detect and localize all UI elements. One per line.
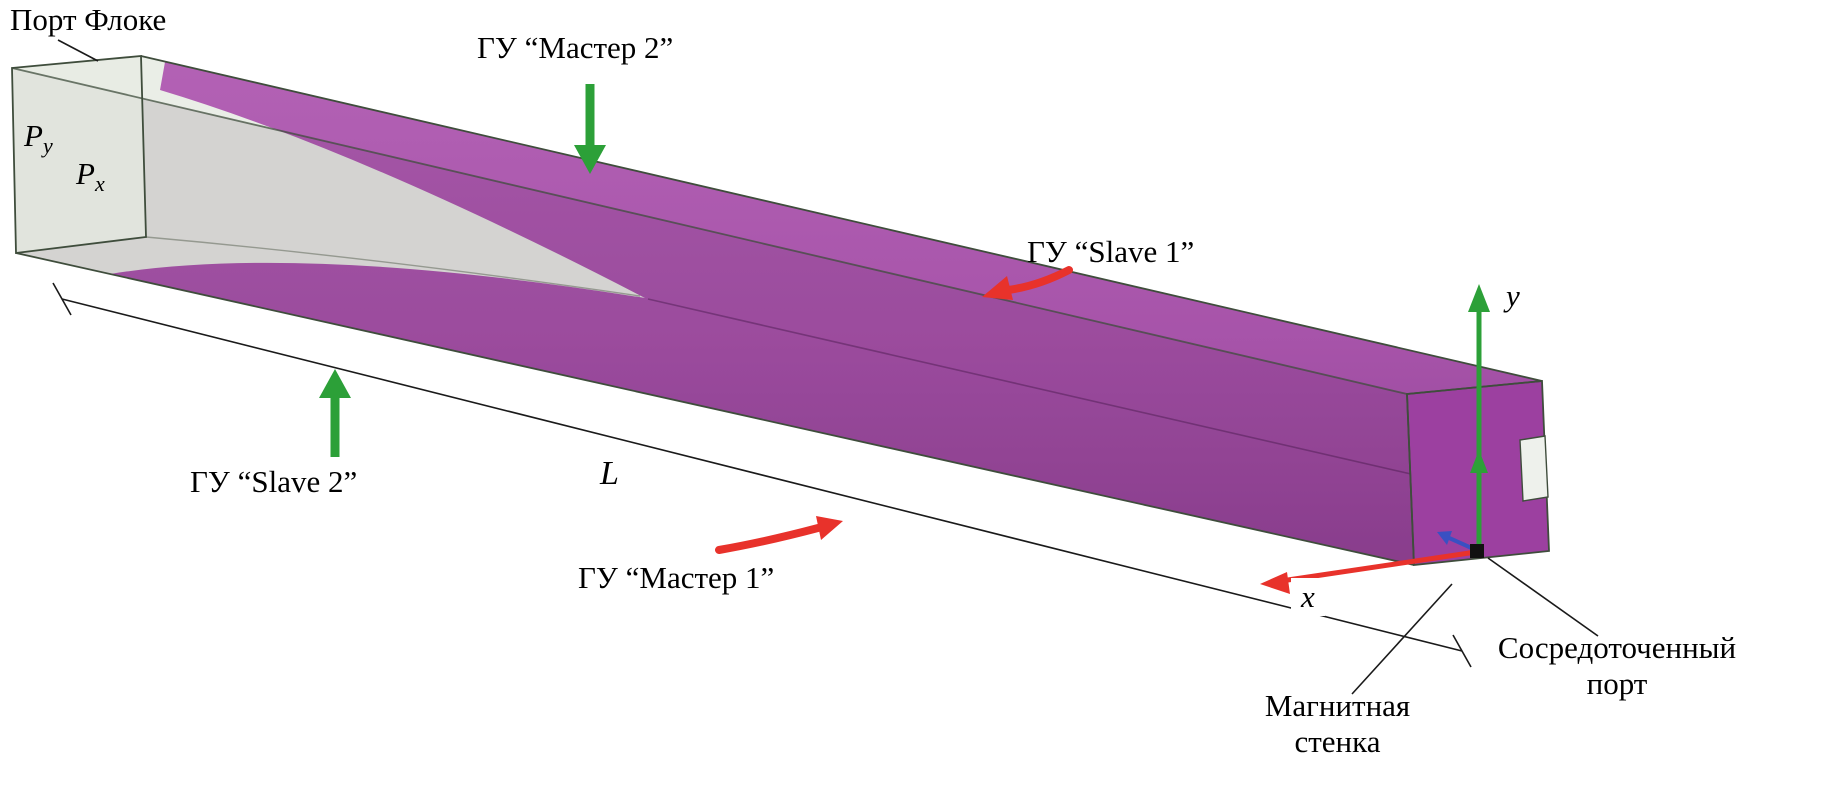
y-axis-arrow [1468, 284, 1490, 548]
antenna-metallization [110, 62, 1549, 565]
label-slave2: ГУ “Slave 2” [190, 464, 358, 499]
x-axis-arrow [1260, 549, 1477, 594]
slave2-bc-arrow-up-icon [319, 369, 351, 457]
box-wireframe-edges [11, 55, 1543, 566]
py-base: P [24, 118, 43, 153]
label-lumped-port: Сосредоточенный порт [1462, 630, 1772, 701]
lumped-port-line2: порт [1586, 665, 1648, 701]
label-master1: ГУ “Мастер 1” [578, 560, 775, 595]
label-magnetic-wall: Магнитная стенка [1230, 688, 1445, 759]
py-sub: y [42, 133, 53, 159]
label-length-L: L [600, 455, 619, 492]
port-notch [1519, 435, 1549, 502]
master2-bc-arrow-down-icon [574, 84, 606, 174]
slave1-bc-arrow-icon [982, 266, 1073, 300]
label-axis-x: x [1291, 578, 1325, 616]
box-left-end-face [11, 55, 147, 255]
label-period-py: Py [24, 118, 53, 157]
px-sub: x [94, 171, 105, 197]
magnetic-wall-line2: стенка [1294, 723, 1381, 759]
px-base: P [76, 156, 95, 191]
flare-seam-line [647, 298, 1412, 475]
lumped-port-origin-point [1470, 544, 1484, 558]
inner-hidden-edge [145, 236, 641, 297]
label-axis-y: y [1506, 278, 1520, 313]
lumped-port-line1: Сосредоточенный [1497, 630, 1737, 665]
front-face-shading [12, 68, 1414, 565]
floquet-port-leader-line [57, 39, 99, 62]
label-floquet-port: Порт Флоке [10, 2, 167, 37]
lumped-port-leader-line [1487, 557, 1599, 637]
label-slave1: ГУ “Slave 1” [1027, 234, 1195, 269]
label-master2: ГУ “Мастер 2” [477, 30, 674, 65]
label-period-px: Px [76, 156, 105, 195]
dimension-L-line [52, 282, 1472, 668]
magnetic-wall-line1: Магнитная [1264, 688, 1411, 723]
magnetic-wall-leader-line [1351, 583, 1453, 695]
master1-bc-arrow-icon [715, 516, 843, 554]
